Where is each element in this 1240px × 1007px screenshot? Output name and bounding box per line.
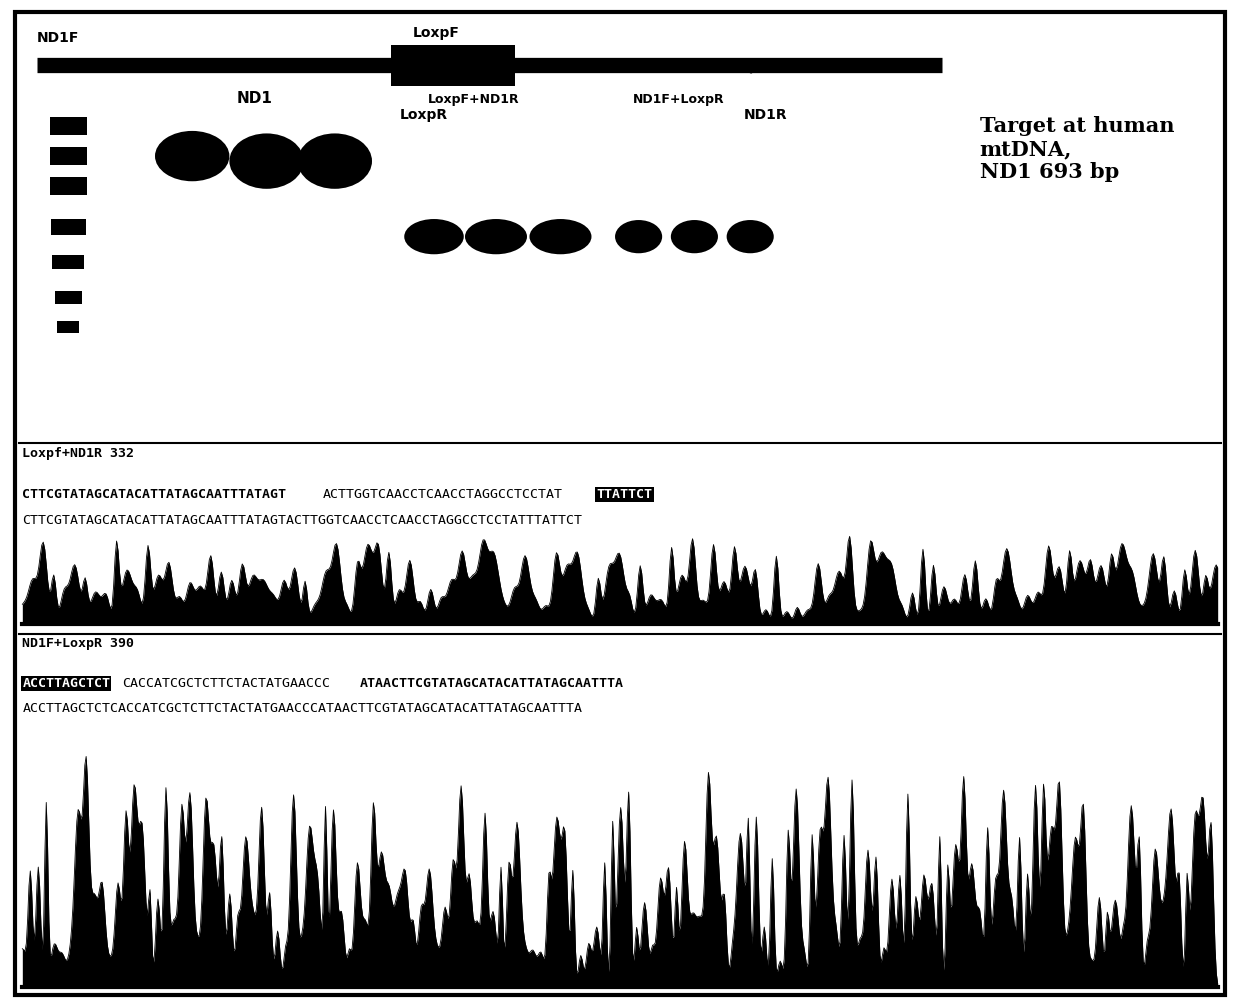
Text: ND1: ND1	[237, 91, 272, 106]
Ellipse shape	[671, 221, 718, 253]
Text: ND1F+LoxpR: ND1F+LoxpR	[632, 93, 724, 106]
Text: Loxpf+ND1R 332: Loxpf+ND1R 332	[22, 447, 134, 460]
FancyBboxPatch shape	[55, 290, 82, 304]
FancyBboxPatch shape	[50, 117, 87, 135]
Text: ACCTTAGCTCT: ACCTTAGCTCT	[22, 677, 110, 690]
Text: Target at human
mtDNA,
ND1 693 bp: Target at human mtDNA, ND1 693 bp	[980, 116, 1174, 182]
Text: CACCATCGCTCTTCTACTATGAACCC: CACCATCGCTCTTCTACTATGAACCC	[123, 677, 331, 690]
FancyBboxPatch shape	[57, 321, 79, 333]
Text: LoxpF+ND1R: LoxpF+ND1R	[428, 93, 520, 106]
Text: ATAACTTCGTATAGCATACATTATAGCAATTTA: ATAACTTCGTATAGCATACATTATAGCAATTTA	[360, 677, 624, 690]
Text: ACTTGGTCAACCTCAACCTAGGCCTCCTAT: ACTTGGTCAACCTCAACCTAGGCCTCCTAT	[324, 488, 563, 501]
Text: ACCTTAGCTCTCACCATCGCTCTTCTACTATGAACCCATAACTTCGTATAGCATACATTATAGCAATTTA: ACCTTAGCTCTCACCATCGCTCTTCTACTATGAACCCATA…	[22, 702, 583, 715]
Text: TTATTCT: TTATTCT	[596, 488, 652, 501]
FancyBboxPatch shape	[50, 177, 87, 195]
FancyBboxPatch shape	[51, 219, 86, 235]
Ellipse shape	[229, 134, 304, 189]
Ellipse shape	[155, 131, 229, 181]
Ellipse shape	[615, 221, 662, 253]
Text: LoxpR: LoxpR	[399, 108, 448, 122]
Text: ND1F: ND1F	[37, 31, 79, 45]
FancyBboxPatch shape	[391, 45, 515, 86]
Ellipse shape	[404, 220, 464, 254]
FancyBboxPatch shape	[50, 147, 87, 165]
Text: ND1R: ND1R	[744, 108, 787, 122]
Text: CTTCGTATAGCATACATTATAGCAATTTATAGT: CTTCGTATAGCATACATTATAGCAATTTATAGT	[22, 488, 286, 501]
Ellipse shape	[465, 220, 527, 254]
Ellipse shape	[727, 221, 774, 253]
Text: LoxpF: LoxpF	[413, 26, 460, 40]
Text: CTTCGTATAGCATACATTATAGCAATTTATAGTACTTGGTCAACCTCAACCTAGGCCTCCTATTTATTCT: CTTCGTATAGCATACATTATAGCAATTTATAGTACTTGGT…	[22, 514, 583, 527]
Ellipse shape	[529, 220, 591, 254]
Ellipse shape	[298, 134, 372, 189]
Text: ND1F+LoxpR 390: ND1F+LoxpR 390	[22, 636, 134, 650]
FancyBboxPatch shape	[52, 255, 84, 269]
